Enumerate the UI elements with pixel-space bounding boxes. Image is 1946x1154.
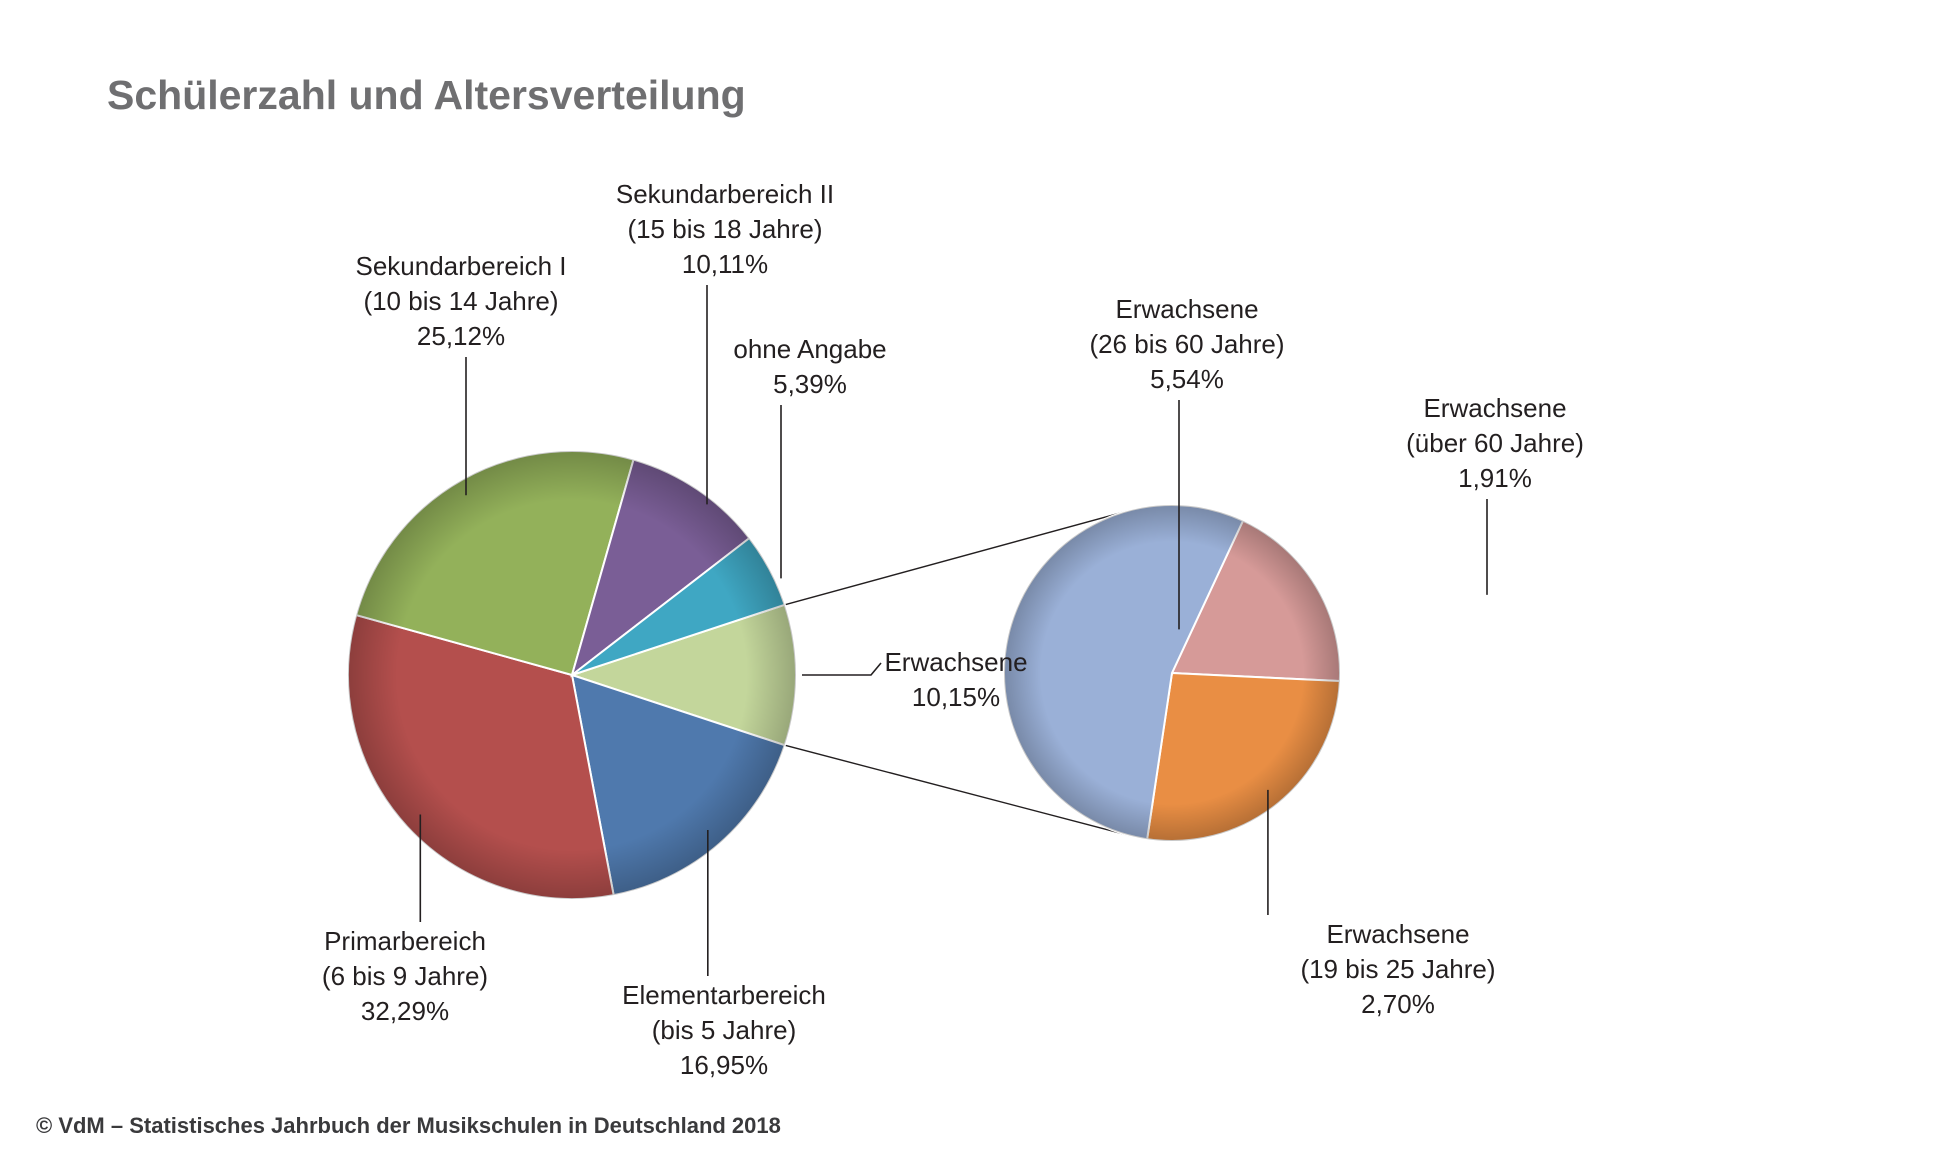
category-label: ohne Angabe (733, 334, 886, 364)
value-label: 32,29% (361, 996, 449, 1026)
category-label: Sekundarbereich I (355, 251, 566, 281)
category-label: Sekundarbereich II (616, 179, 834, 209)
adult-slice-e19 (1146, 671, 1341, 842)
value-label: 5,54% (1150, 364, 1224, 394)
leader-lines (419, 285, 1488, 976)
category-label: (26 bis 60 Jahre) (1089, 329, 1284, 359)
adult-label-e19: Erwachsene (19 bis 25 Jahre) 2,70% (1300, 919, 1495, 1019)
category-label: Erwachsene (1326, 919, 1469, 949)
value-label: 16,95% (680, 1050, 768, 1080)
value-label: 1,91% (1458, 463, 1532, 493)
category-label: (bis 5 Jahre) (652, 1015, 797, 1045)
main-label-ohne: ohne Angabe 5,39% (733, 334, 886, 399)
main-label-primar: Primarbereich (6 bis 9 Jahre) 32,29% (322, 926, 488, 1026)
category-label: Primarbereich (324, 926, 486, 956)
category-label: Erwachsene (1423, 393, 1566, 423)
leader-line-erwachsene (802, 662, 882, 676)
main-label-sek1: Sekundarbereich I (10 bis 14 Jahre) 25,12% (355, 251, 566, 351)
adult-breakdown-pie (1003, 504, 1341, 842)
chart-title: Schülerzahl und Altersverteilung (107, 72, 746, 118)
category-label: (6 bis 9 Jahre) (322, 961, 488, 991)
source-note: © VdM – Statistisches Jahrbuch der Musik… (36, 1113, 781, 1138)
main-label-erwachsene: Erwachsene 10,15% (884, 647, 1027, 712)
category-label: (15 bis 18 Jahre) (627, 214, 822, 244)
main-pie (346, 450, 798, 900)
main-label-elementar: Elementarbereich (bis 5 Jahre) 16,95% (622, 980, 826, 1080)
category-label: Elementarbereich (622, 980, 826, 1010)
value-label: 2,70% (1361, 989, 1435, 1019)
value-label: 10,15% (912, 682, 1000, 712)
value-label: 25,12% (417, 321, 505, 351)
category-label: Erwachsene (884, 647, 1027, 677)
adult-label-e26: Erwachsene (26 bis 60 Jahre) 5,54% (1089, 294, 1284, 394)
adult-label-e60: Erwachsene (über 60 Jahre) 1,91% (1406, 393, 1584, 493)
value-label: 5,39% (773, 369, 847, 399)
category-label: (über 60 Jahre) (1406, 428, 1584, 458)
category-label: (19 bis 25 Jahre) (1300, 954, 1495, 984)
category-label: (10 bis 14 Jahre) (363, 286, 558, 316)
slice-labels: Erwachsene 10,15% Elementarbereich (bis 5 J… (322, 179, 1584, 1080)
main-label-sek2: Sekundarbereich II (15 bis 18 Jahre) 10,11… (616, 179, 834, 279)
category-label: Erwachsene (1115, 294, 1258, 324)
value-label: 10,11% (682, 249, 768, 279)
